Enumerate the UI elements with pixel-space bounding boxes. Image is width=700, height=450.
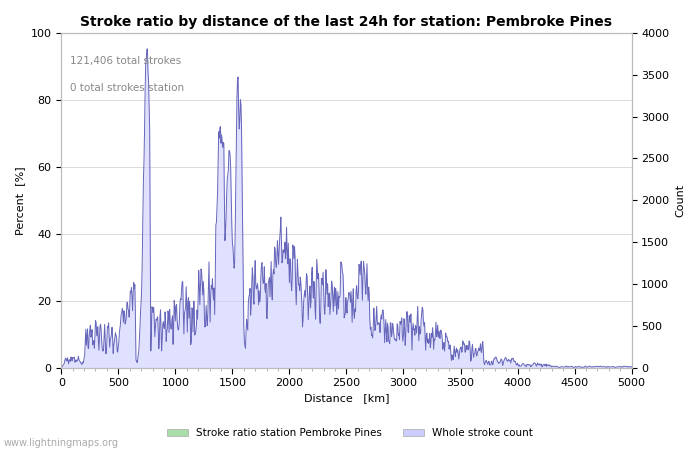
Title: Stroke ratio by distance of the last 24h for station: Pembroke Pines: Stroke ratio by distance of the last 24h…: [80, 15, 612, 29]
Y-axis label: Count: Count: [675, 184, 685, 217]
X-axis label: Distance   [km]: Distance [km]: [304, 393, 389, 404]
Y-axis label: Percent  [%]: Percent [%]: [15, 166, 25, 234]
Text: 0 total strokes station: 0 total strokes station: [70, 83, 184, 93]
Legend: Stroke ratio station Pembroke Pines, Whole stroke count: Stroke ratio station Pembroke Pines, Who…: [163, 424, 537, 442]
Text: www.lightningmaps.org: www.lightningmaps.org: [4, 438, 118, 448]
Text: 121,406 total strokes: 121,406 total strokes: [70, 56, 181, 66]
